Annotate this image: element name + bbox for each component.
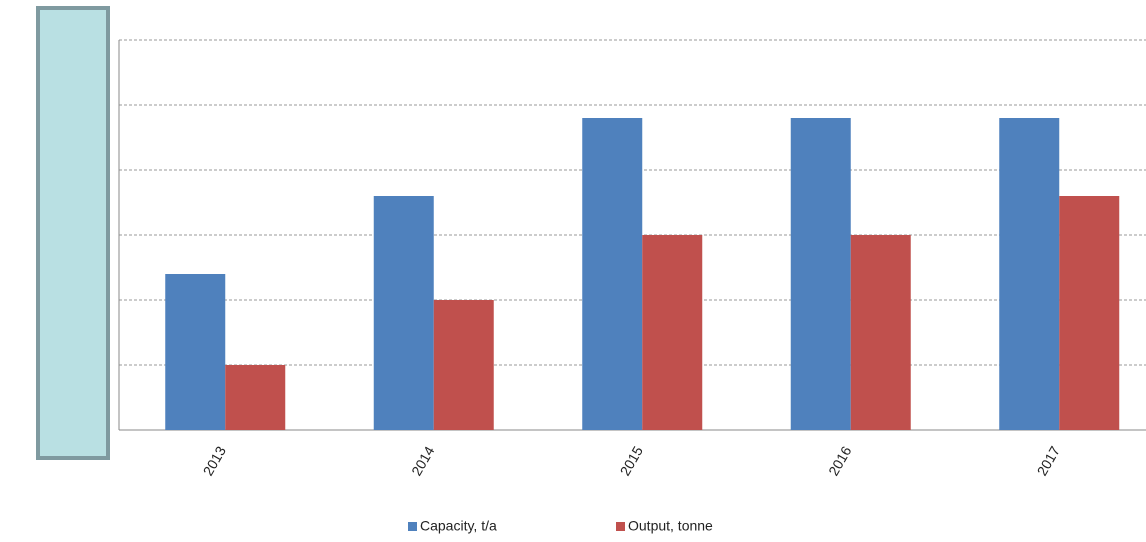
- bar: [165, 274, 226, 430]
- legend-swatch: [616, 522, 625, 531]
- legend-label: Output, tonne: [628, 518, 713, 534]
- x-tick-label: 2014: [408, 443, 438, 478]
- bar: [1059, 196, 1120, 430]
- x-tick-label: 2013: [200, 443, 230, 478]
- x-tick-label: 2017: [1034, 443, 1064, 478]
- x-tick-label: 2015: [617, 443, 647, 478]
- x-tick-label: 2016: [825, 443, 855, 478]
- legend-label: Capacity, t/a: [420, 518, 497, 534]
- bar: [225, 365, 286, 430]
- legend-swatch: [408, 522, 417, 531]
- bar: [850, 235, 911, 430]
- bar: [582, 118, 643, 430]
- bar: [642, 235, 703, 430]
- bar: [373, 196, 434, 430]
- bar: [433, 300, 494, 430]
- overlay-box: [36, 6, 110, 460]
- bar: [790, 118, 851, 430]
- bar: [999, 118, 1060, 430]
